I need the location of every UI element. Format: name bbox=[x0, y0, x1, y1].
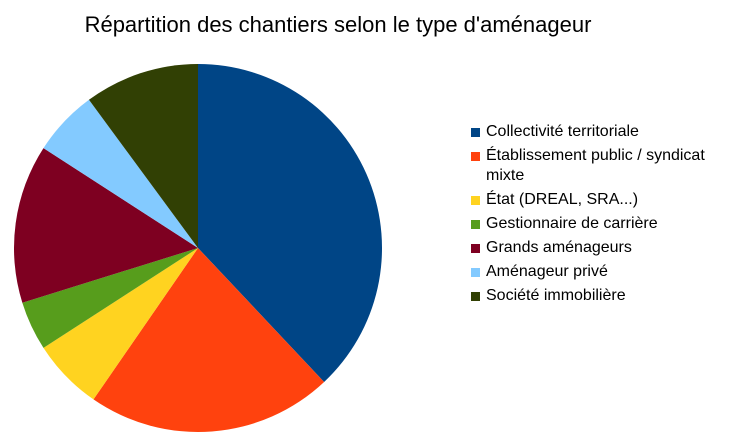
legend-swatch bbox=[471, 268, 480, 277]
legend-label: Collectivité territoriale bbox=[486, 123, 639, 140]
legend-swatch bbox=[471, 152, 480, 161]
legend-label: Gestionnaire de carrière bbox=[486, 215, 658, 232]
legend-item-4: Gestionnaire de carrière bbox=[471, 214, 741, 234]
legend-label: État (DREAL, SRA...) bbox=[486, 191, 639, 208]
pie-slice-1 bbox=[198, 64, 383, 382]
legend-item-7: Société immobilière bbox=[471, 286, 741, 306]
legend-label: Société immobilière bbox=[486, 287, 626, 304]
chart-legend: Collectivité territoriale Établissement p… bbox=[471, 122, 741, 310]
pie-slice-4 bbox=[22, 248, 198, 348]
legend-swatch bbox=[471, 292, 480, 301]
pie-slice-7 bbox=[88, 64, 198, 248]
pie-slice-3 bbox=[43, 248, 199, 400]
pie-slice-2 bbox=[93, 248, 325, 433]
chart-title: Répartition des chantiers selon le type … bbox=[84, 12, 592, 37]
legend-swatch bbox=[471, 128, 480, 137]
legend-swatch bbox=[471, 220, 480, 229]
legend-item-5: Grands aménageurs bbox=[471, 238, 741, 258]
pie-slice-6 bbox=[43, 99, 199, 248]
pie-slice-5 bbox=[13, 148, 198, 303]
legend-item-6: Aménageur privé bbox=[471, 262, 741, 282]
legend-item-1: Collectivité territoriale bbox=[471, 122, 741, 142]
legend-label: Grands aménageurs bbox=[486, 239, 632, 256]
legend-swatch bbox=[471, 196, 480, 205]
legend-item-2: Établissement public / syndicat mixte bbox=[471, 146, 741, 186]
legend-item-3: État (DREAL, SRA...) bbox=[471, 190, 741, 210]
legend-label: Aménageur privé bbox=[486, 263, 608, 280]
legend-swatch bbox=[471, 244, 480, 253]
legend-label: Établissement public / syndicat mixte bbox=[486, 147, 705, 184]
